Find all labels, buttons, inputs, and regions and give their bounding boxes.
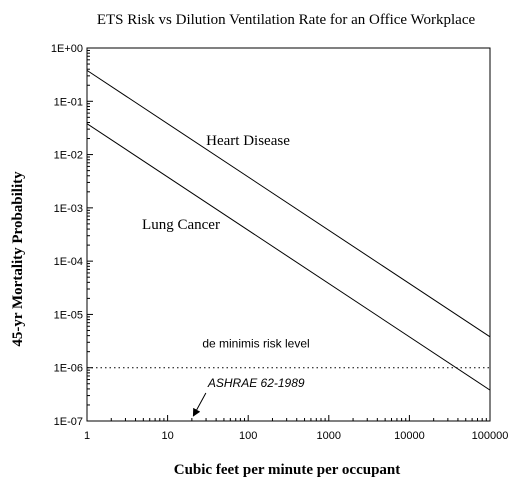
lung-cancer-label: Lung Cancer	[142, 217, 220, 233]
ashrae-arrow	[192, 392, 207, 417]
heart-disease-label: Heart Disease	[206, 133, 290, 149]
y-tick-label: 1E-07	[54, 416, 83, 428]
y-tick-label: 1E-05	[54, 309, 83, 321]
x-tick-label: 1000	[317, 430, 341, 442]
x-axis-label: Cubic feet per minute per occupant	[174, 462, 401, 478]
chart-title: ETS Risk vs Dilution Ventilation Rate fo…	[97, 12, 476, 28]
y-tick-label: 1E-04	[54, 256, 83, 268]
x-tick-label: 10000	[394, 430, 425, 442]
x-axis: 1 10 100 1000 10000 100000	[84, 415, 508, 442]
y-axis-label: 45-yr Mortality Probability	[10, 171, 26, 347]
y-axis: 1E-07 1E-06 1E-05 1E-04 1E-03 1E-02 1E-01 1E+00	[51, 43, 93, 428]
ashrae-label: ASHRAE 62-1989	[207, 376, 305, 390]
y-tick-label: 1E-06	[54, 363, 83, 375]
y-tick-label: 1E+00	[51, 43, 83, 55]
x-tick-label: 10	[161, 430, 173, 442]
x-tick-label: 1	[84, 430, 90, 442]
y-tick-label: 1E-01	[54, 96, 83, 108]
y-tick-label: 1E-03	[54, 203, 83, 215]
plot-area	[86, 47, 491, 422]
x-tick-label: 100	[239, 430, 257, 442]
plot-frame	[86, 47, 491, 422]
lung-cancer-line	[86, 123, 491, 391]
reference-lines: de minimis risk level	[87, 337, 490, 369]
x-tick-label: 100000	[472, 430, 509, 442]
y-tick-label: 1E-02	[54, 150, 83, 162]
annotations: ASHRAE 62-1989	[192, 376, 305, 417]
series-lines: Heart Disease Lung Cancer	[86, 69, 491, 391]
heart-disease-line	[86, 69, 491, 338]
de-minimis-label: de minimis risk level	[202, 337, 309, 351]
